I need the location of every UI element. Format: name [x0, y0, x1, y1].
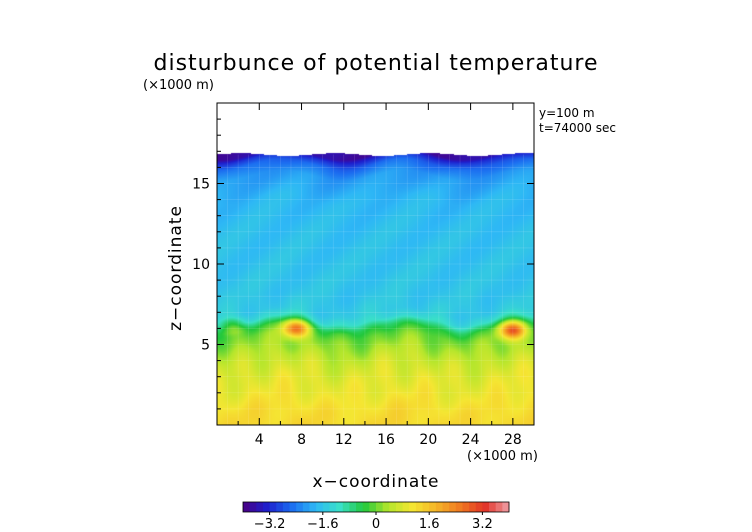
colorbar-tick-label: −3.2: [254, 517, 286, 532]
colorbar-segment: [276, 502, 284, 512]
colorbar-segment: [455, 502, 463, 512]
colorbar-segment: [309, 502, 317, 512]
colorbar-segment: [462, 502, 470, 512]
colorbar-tick-label: 3.2: [472, 517, 493, 532]
colorbar-segment: [482, 502, 490, 512]
colorbar-segment: [282, 502, 291, 512]
colorbar-segment: [389, 502, 397, 512]
colorbar-segment: [269, 502, 277, 512]
y-unit-note: (×1000 m): [143, 78, 214, 93]
colorbar-segment: [262, 502, 271, 512]
colorbar-segment: [296, 502, 304, 512]
colorbar-segment: [369, 502, 377, 512]
colorbar-tick-label: 1.6: [419, 517, 440, 532]
x-tick-label: 24: [462, 432, 480, 448]
chart-title: disturbunce of potential temperature: [154, 51, 599, 76]
colorbar-segment: [489, 502, 497, 512]
y-tick-label: 5: [201, 338, 210, 354]
annotations: y=100 m t=74000 sec: [539, 106, 616, 135]
colorbar-segment: [469, 502, 477, 512]
colorbar-segment: [395, 502, 404, 512]
colorbar-segment: [442, 502, 450, 512]
annotation-time: t=74000 sec: [539, 121, 616, 135]
colorbar-segment: [349, 502, 357, 512]
colorbar-segment: [356, 502, 364, 512]
colorbar-segment: [415, 502, 424, 512]
y-tick-label: 10: [192, 257, 210, 273]
colorbar-segment: [402, 502, 410, 512]
colorbar-segment: [249, 502, 257, 512]
colorbar-segment: [502, 502, 510, 512]
colorbar-segment: [289, 502, 297, 512]
colorbar-segment: [449, 502, 457, 512]
x-axis: 4 8 12 16 20 24 28: [237, 103, 522, 448]
y-tick-label: 15: [192, 177, 210, 193]
colorbar-segment: [409, 502, 417, 512]
x-tick-label: 16: [377, 432, 395, 448]
colorbar-tick-label: −1.6: [307, 517, 339, 532]
grid-overlay: [217, 154, 534, 425]
colorbar-segment: [422, 502, 430, 512]
colorbar-segment: [362, 502, 370, 512]
x-tick-label: 28: [504, 432, 522, 448]
x-tick-label: 4: [255, 432, 264, 448]
colorbar-segment: [435, 502, 443, 512]
plot-area: [216, 102, 535, 426]
heatmap-field: [217, 103, 534, 425]
colorbar-segment: [495, 502, 503, 512]
colorbar: −3.2 −1.6 0 1.6 3.2: [242, 501, 510, 532]
y-axis: 5 10 15: [192, 118, 534, 410]
colorbar-segment: [336, 502, 344, 512]
x-unit-note: (×1000 m): [467, 449, 538, 464]
annotation-y: y=100 m: [539, 106, 595, 120]
x-axis-label: x−coordinate: [313, 472, 440, 492]
colorbar-segment: [376, 502, 384, 512]
y-axis-label: z−coordinate: [166, 205, 186, 331]
colorbar-segment: [302, 502, 310, 512]
x-tick-label: 12: [335, 432, 353, 448]
colorbar-segment: [329, 502, 337, 512]
colorbar-segment: [382, 502, 390, 512]
x-tick-label: 8: [297, 432, 306, 448]
x-tick-label: 20: [419, 432, 437, 448]
colorbar-segment: [475, 502, 483, 512]
colorbar-ticks: −3.2 −1.6 0 1.6 3.2: [254, 512, 493, 532]
colorbar-segment: [256, 502, 264, 512]
colorbar-segment: [316, 502, 324, 512]
colorbar-segment: [322, 502, 330, 512]
colorbar-segment: [342, 502, 350, 512]
colorbar-tick-label: 0: [372, 517, 380, 532]
colorbar-segment: [429, 502, 437, 512]
colorbar-segment: [243, 502, 251, 512]
colorbar-segments: [242, 501, 510, 513]
